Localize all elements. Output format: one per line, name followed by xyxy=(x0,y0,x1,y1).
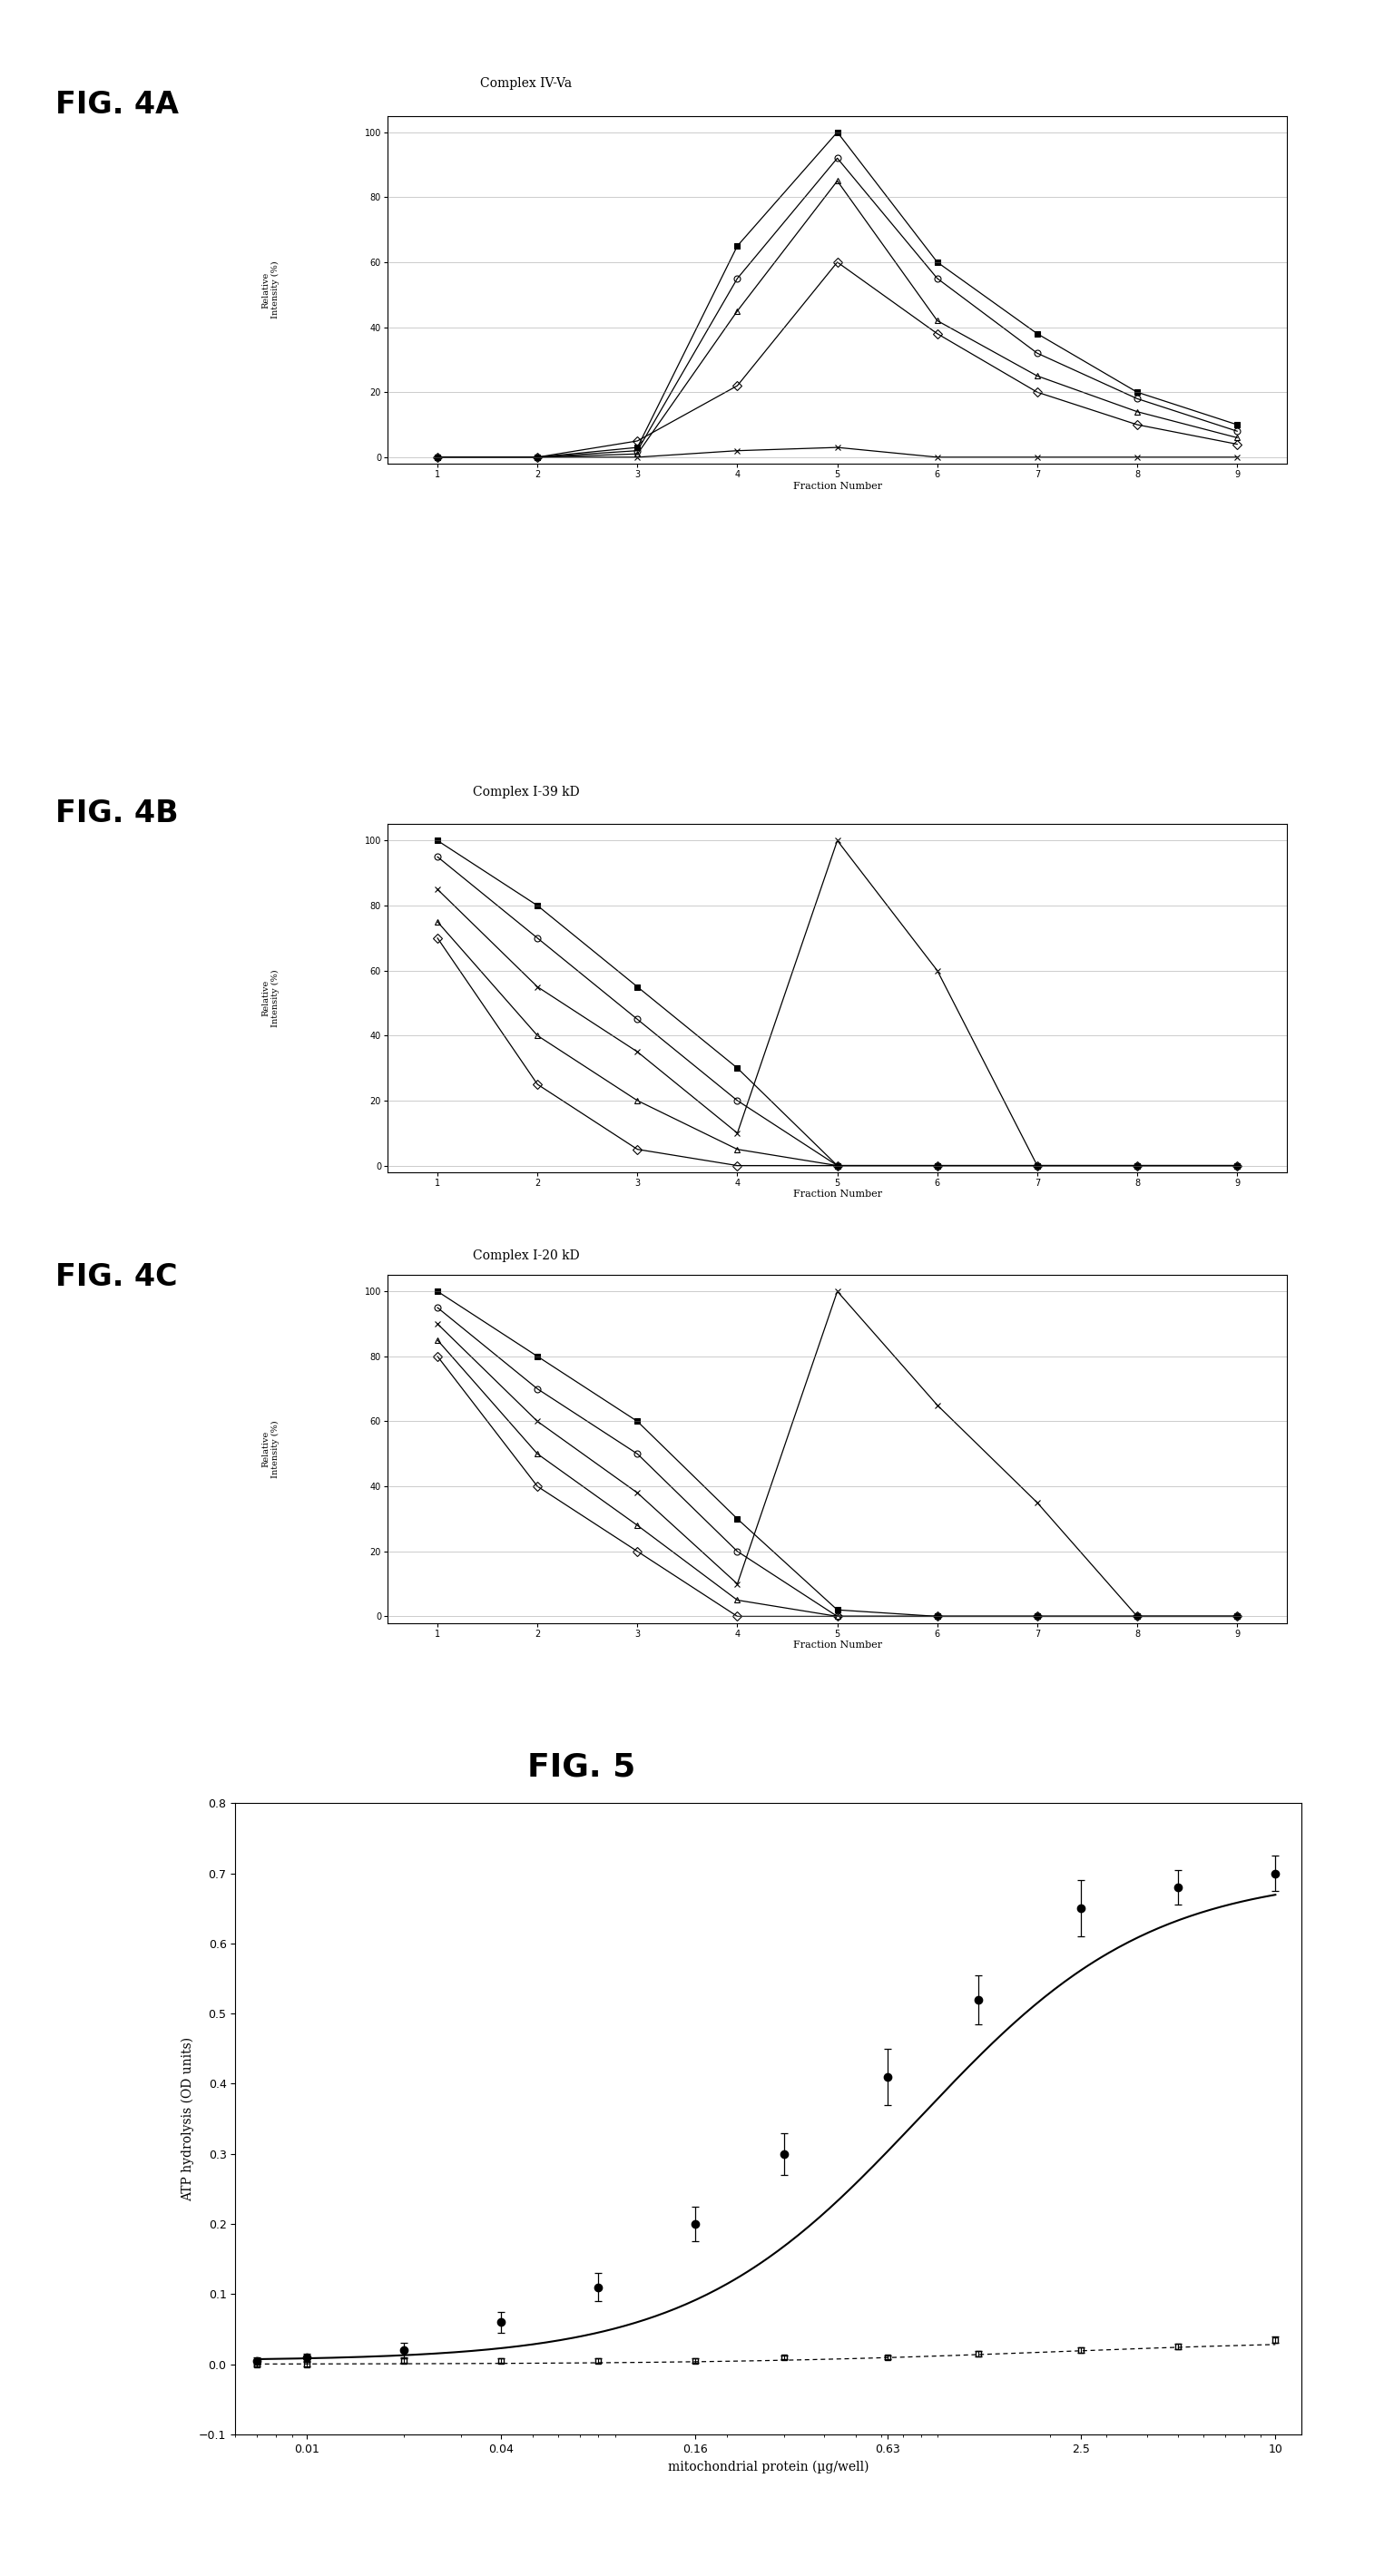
Y-axis label: Relative
Intensity (%): Relative Intensity (%) xyxy=(262,260,280,319)
X-axis label: mitochondrial protein (µg/well): mitochondrial protein (µg/well) xyxy=(667,2460,869,2473)
Text: FIG. 4A: FIG. 4A xyxy=(55,90,179,121)
Text: Complex I-20 kD: Complex I-20 kD xyxy=(472,1249,580,1262)
Text: FIG. 4C: FIG. 4C xyxy=(55,1262,177,1293)
X-axis label: Fraction Number: Fraction Number xyxy=(793,482,882,489)
Y-axis label: ATP hydrolysis (OD units): ATP hydrolysis (OD units) xyxy=(181,2038,194,2200)
Y-axis label: Relative
Intensity (%): Relative Intensity (%) xyxy=(262,1419,280,1479)
Y-axis label: Relative
Intensity (%): Relative Intensity (%) xyxy=(262,969,280,1028)
Text: FIG. 4B: FIG. 4B xyxy=(55,799,179,829)
X-axis label: Fraction Number: Fraction Number xyxy=(793,1641,882,1649)
Text: FIG. 5: FIG. 5 xyxy=(527,1752,635,1783)
X-axis label: Fraction Number: Fraction Number xyxy=(793,1190,882,1198)
Text: Complex I-39 kD: Complex I-39 kD xyxy=(472,786,580,799)
Text: Complex IV-Va: Complex IV-Va xyxy=(480,77,572,90)
